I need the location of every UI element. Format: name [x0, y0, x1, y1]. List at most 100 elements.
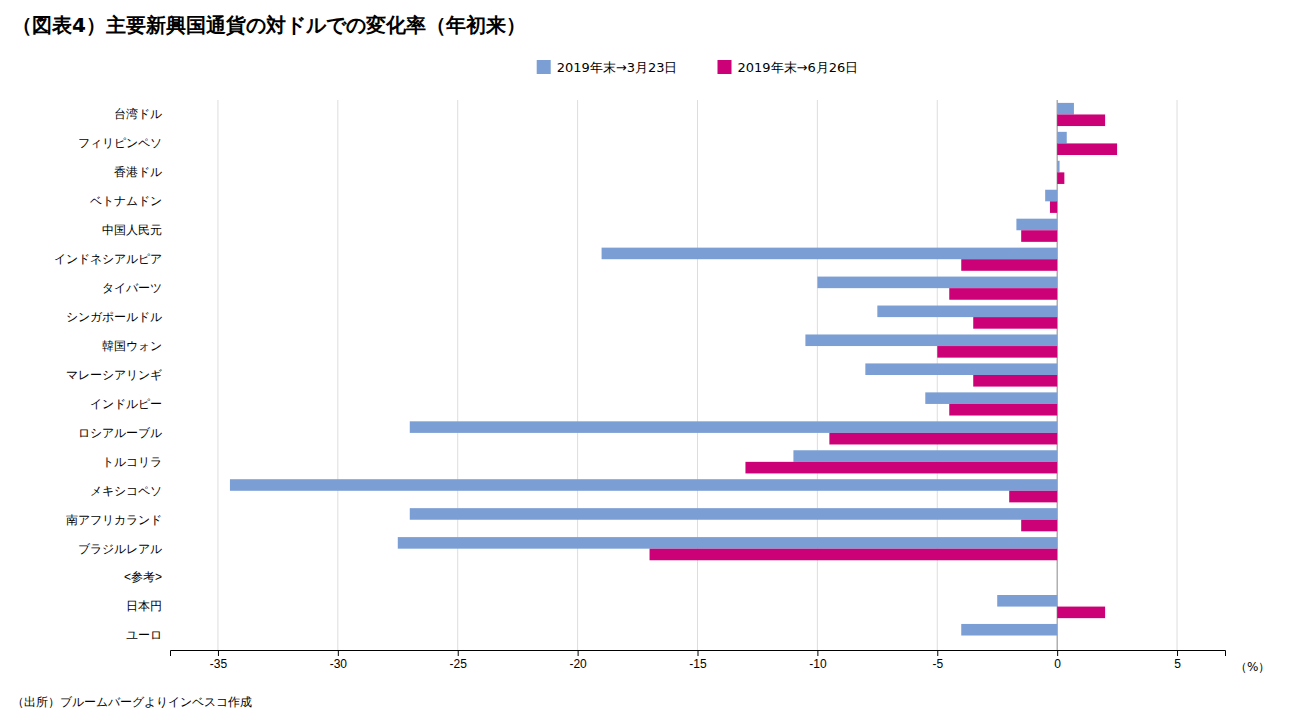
- bar: [398, 537, 1057, 549]
- tick-label: -35: [210, 657, 228, 671]
- bar: [1057, 161, 1059, 173]
- tick: -35: [210, 650, 228, 671]
- bar: [997, 595, 1057, 607]
- tick: 中国人民元: [102, 223, 162, 237]
- bar: [829, 433, 1057, 445]
- tick-label: フィリピンペソ: [78, 136, 162, 150]
- bar: [1057, 103, 1074, 115]
- tick-label: -5: [932, 657, 943, 671]
- bar: [230, 479, 1057, 491]
- tick: -5: [932, 650, 943, 671]
- bar: [410, 508, 1057, 520]
- legend-label: 2019年末→6月26日: [738, 60, 859, 75]
- tick: 香港ドル: [114, 165, 162, 179]
- bar: [1021, 520, 1057, 532]
- tick: 南アフリカランド: [66, 513, 162, 527]
- tick-label: シンガポールドル: [66, 310, 162, 324]
- tick-label: ユーロ: [126, 628, 162, 642]
- tick: 0: [1054, 650, 1061, 671]
- bar: [1009, 491, 1057, 503]
- tick-label: メキシコペソ: [90, 484, 162, 498]
- tick: メキシコペソ: [90, 484, 162, 498]
- tick-mark: [458, 650, 459, 656]
- tick: インドネシアルピア: [54, 252, 162, 266]
- legend-swatch: [537, 60, 551, 74]
- bar: [1016, 219, 1057, 231]
- tick: 韓国ウォン: [102, 339, 162, 353]
- bar: [1057, 132, 1067, 144]
- tick-label: タイバーツ: [102, 281, 162, 295]
- tick-mark: [1177, 650, 1178, 656]
- tick: -20: [569, 650, 587, 671]
- grid-line: [217, 100, 218, 650]
- bar: [973, 317, 1057, 329]
- tick: -10: [809, 650, 827, 671]
- axis-line: [171, 651, 1226, 657]
- bar: [602, 248, 1058, 260]
- grid-line: [577, 100, 578, 650]
- tick-mark: [1057, 650, 1058, 656]
- tick: フィリピンペソ: [78, 136, 162, 150]
- tick: マレーシアリンギ: [66, 368, 162, 382]
- tick-mark: [817, 650, 818, 656]
- legend-label: 2019年末→3月23日: [557, 60, 678, 75]
- legend-item: 2019年末→6月26日: [718, 60, 859, 75]
- grid: [218, 100, 1177, 650]
- tick-label: 5: [1174, 657, 1181, 671]
- bar: [817, 277, 1057, 289]
- bar: [877, 306, 1057, 318]
- source-note: （出所）ブルームバーグよりインベスコ作成: [12, 695, 252, 709]
- bar: [1057, 607, 1105, 619]
- tick-mark: [698, 650, 699, 656]
- bar: [805, 334, 1057, 346]
- bar: [650, 549, 1058, 561]
- bar: [925, 392, 1057, 404]
- tick-label: インドルピー: [90, 397, 162, 411]
- grid-line: [337, 100, 338, 650]
- tick: -25: [450, 650, 468, 671]
- tick: -15: [689, 650, 707, 671]
- tick: シンガポールドル: [66, 310, 162, 324]
- tick: タイバーツ: [102, 281, 162, 295]
- bar: [961, 624, 1057, 636]
- axis-label: （%）: [1235, 660, 1270, 674]
- bar: [865, 363, 1057, 375]
- bars: [230, 103, 1117, 636]
- tick-label: 香港ドル: [114, 165, 162, 179]
- legend: 2019年末→3月23日 2019年末→6月26日: [537, 60, 859, 75]
- bar: [793, 450, 1057, 462]
- tick-label: トルコリラ: [102, 455, 162, 469]
- tick-label: インドネシアルピア: [54, 252, 162, 266]
- legend-item: 2019年末→3月23日: [537, 60, 678, 75]
- tick-label: -10: [809, 657, 827, 671]
- bar: [1057, 114, 1105, 126]
- tick-label: 0: [1054, 657, 1061, 671]
- tick: ブラジルレアル: [78, 542, 162, 556]
- tick-label: 日本円: [126, 599, 162, 613]
- tick-label: 台湾ドル: [114, 107, 162, 121]
- tick: <参考>: [124, 570, 162, 584]
- tick-label: 南アフリカランド: [66, 513, 162, 527]
- grid-line: [1177, 100, 1178, 650]
- tick-label: <参考>: [124, 570, 162, 584]
- bar: [949, 404, 1057, 416]
- tick-label: -30: [330, 657, 348, 671]
- bar: [949, 288, 1057, 300]
- tick-label: -20: [569, 657, 587, 671]
- chart: （図表4）主要新興国通貨の対ドルでの変化率（年初来）-35-30-25-20-1…: [0, 0, 1295, 720]
- tick-label: ベトナムドン: [90, 194, 162, 208]
- tick-mark: [338, 650, 339, 656]
- bar: [961, 259, 1057, 271]
- tick-label: ロシアルーブル: [78, 426, 162, 440]
- bar: [410, 421, 1057, 433]
- bar: [1021, 230, 1057, 242]
- tick-label: -15: [689, 657, 707, 671]
- tick: インドルピー: [90, 397, 162, 411]
- bar: [1045, 190, 1057, 202]
- tick: ユーロ: [126, 628, 162, 642]
- y-axis: 台湾ドルフィリピンペソ香港ドルベトナムドン中国人民元インドネシアルピアタイバーツ…: [54, 107, 162, 642]
- tick-mark: [218, 650, 219, 656]
- tick-label: -25: [450, 657, 468, 671]
- tick: ロシアルーブル: [78, 426, 162, 440]
- tick: -30: [330, 650, 348, 671]
